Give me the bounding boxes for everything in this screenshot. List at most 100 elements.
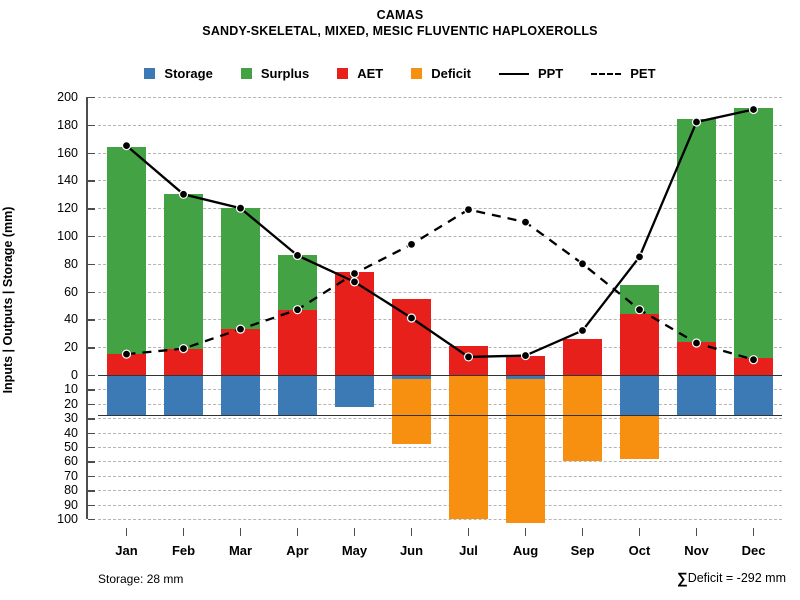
y-tick-label-lower-90: 90 — [64, 497, 78, 512]
y-axis-tick — [87, 347, 95, 349]
grid-line — [98, 152, 782, 154]
bar-surplus — [220, 208, 261, 330]
y-tick-label-lower-20: 20 — [64, 396, 78, 411]
legend-label: Deficit — [431, 66, 471, 81]
legend-item-deficit[interactable]: Deficit — [411, 66, 471, 81]
y-axis — [86, 97, 95, 521]
grid-line — [98, 519, 782, 520]
grid-line — [98, 461, 782, 463]
bar-storage — [391, 375, 432, 380]
month-label-jan: Jan — [115, 543, 138, 558]
grid-line — [98, 418, 782, 420]
y-axis-tick — [87, 97, 95, 99]
y-tick-label-upper-80: 80 — [64, 256, 78, 271]
legend-item-pet[interactable]: PET — [591, 66, 656, 81]
bar-aet — [505, 355, 546, 375]
bar-storage — [334, 375, 375, 407]
legend-item-ppt[interactable]: PPT — [498, 66, 564, 81]
y-axis-tick — [87, 475, 95, 478]
month-label-nov: Nov — [684, 543, 709, 558]
y-axis-tick — [87, 389, 95, 391]
pet-point — [235, 324, 246, 334]
ppt-point — [406, 313, 417, 323]
legend-item-surplus[interactable]: Surplus — [240, 66, 310, 81]
bar-storage — [163, 375, 204, 416]
grid-line — [98, 208, 782, 210]
legend-label: PPT — [537, 66, 564, 81]
y-axis-tick — [87, 490, 95, 492]
ppt-point — [520, 350, 531, 361]
bar-storage — [676, 375, 717, 416]
bar-aet — [391, 298, 432, 375]
y-axis-tick — [87, 418, 95, 420]
chart-title-block: CAMAS SANDY-SKELETAL, MIXED, MESIC FLUVE… — [0, 8, 800, 39]
x-axis-tick — [239, 528, 242, 536]
y-tick-label-upper-120: 120 — [57, 201, 78, 216]
storage-note: Storage: 28 mm — [98, 572, 184, 586]
legend-item-aet[interactable]: AET — [337, 66, 383, 81]
bar-storage — [505, 375, 546, 380]
y-tick-label-upper-20: 20 — [64, 340, 78, 355]
y-tick-label-lower-70: 70 — [64, 468, 78, 483]
x-axis-tick — [695, 528, 698, 536]
y-axis-tick — [87, 208, 95, 210]
bar-surplus — [163, 194, 204, 349]
ppt-point — [634, 252, 645, 262]
grid-line — [98, 447, 782, 448]
y-axis-tick — [87, 461, 95, 463]
y-tick-label-upper-200: 200 — [57, 90, 78, 104]
ppt-point — [121, 141, 132, 151]
bar-aet — [733, 358, 774, 375]
deficit-note: ∑Deficit = -292 mm — [677, 570, 786, 587]
month-label-may: May — [341, 543, 368, 558]
y-tick-label-upper-0: 0 — [71, 368, 78, 382]
y-axis-label: Inputs | Outputs | Storage (mm) — [1, 206, 15, 394]
grid-line — [98, 347, 782, 349]
bar-deficit — [562, 375, 603, 462]
legend-swatch-aet-icon — [337, 68, 349, 79]
legend-swatch-storage-icon — [144, 68, 156, 79]
bar-aet — [619, 313, 660, 375]
month-label-oct: Oct — [628, 543, 651, 558]
x-axis-tick — [638, 528, 641, 536]
bar-aet — [562, 338, 603, 375]
x-axis-tick — [125, 528, 128, 536]
pet-point — [634, 305, 645, 315]
bar-storage — [220, 375, 261, 416]
bar-storage — [733, 375, 774, 416]
pet-point — [292, 305, 303, 315]
grid-line — [98, 403, 782, 405]
ppt-point — [577, 325, 588, 336]
x-axis-tick — [524, 528, 527, 536]
y-axis-tick — [87, 519, 95, 521]
line-series-overlay — [121, 104, 759, 365]
deficit-note-text: Deficit = -292 mm — [687, 571, 786, 585]
month-label-dec: Dec — [741, 543, 766, 558]
ppt-point — [463, 352, 474, 362]
y-axis-tick — [87, 152, 95, 154]
legend-item-storage[interactable]: Storage — [144, 66, 213, 81]
x-axis-tick — [467, 528, 470, 536]
y-tick-label-lower-80: 80 — [64, 483, 78, 498]
legend-line-pet-icon — [591, 72, 622, 75]
y-axis-tick — [87, 291, 95, 293]
pet-point — [406, 239, 417, 249]
y-axis-tick — [87, 447, 95, 449]
grid-line — [98, 180, 782, 182]
ppt-point — [691, 117, 702, 127]
y-tick-label-lower-100: 100 — [57, 512, 78, 526]
x-axis-tick — [752, 528, 755, 536]
month-label-jun: Jun — [399, 543, 424, 558]
grid-line — [98, 236, 782, 237]
legend-label: Surplus — [260, 66, 310, 81]
pet-line — [126, 208, 754, 361]
pet-point — [178, 343, 189, 354]
zero-axis-line — [98, 375, 782, 376]
ppt-point — [292, 250, 303, 261]
bar-aet — [220, 329, 261, 375]
ppt-point — [349, 277, 360, 287]
y-axis-tick — [87, 124, 95, 127]
ppt-point — [235, 203, 246, 213]
legend-swatch-deficit-icon — [411, 68, 423, 79]
